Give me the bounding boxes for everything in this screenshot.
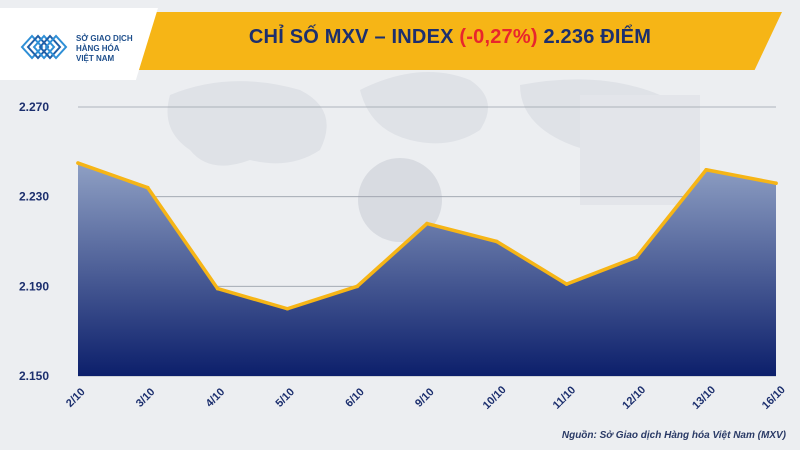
x-tick-label: 4/10 — [204, 386, 228, 410]
y-tick-label: 2.190 — [19, 279, 49, 293]
x-tick-label: 6/10 — [343, 386, 367, 410]
logo-line-1: SỞ GIAO DỊCH — [76, 34, 133, 43]
title-prefix: CHỈ SỐ MXV – INDEX — [248, 26, 460, 48]
x-tick-label: 9/10 — [413, 386, 437, 410]
data-point — [774, 181, 778, 186]
y-tick-label: 2.230 — [19, 190, 49, 204]
logo-line-3: VIỆT NAM — [76, 54, 115, 63]
logo-text: SỞ GIAO DỊCH HÀNG HÓA VIỆT NAM — [76, 34, 148, 64]
x-tick-label: 2/10 — [64, 386, 88, 410]
chart-title: CHỈ SỐ MXV – INDEX (-0,27%) 2.236 ĐIỂM — [160, 26, 740, 49]
mxv-logo-icon — [20, 34, 68, 60]
x-tick-label: 16/10 — [760, 384, 788, 412]
data-point — [146, 185, 150, 190]
x-tick-label: 13/10 — [690, 384, 718, 412]
logo-line-2: HÀNG HÓA — [76, 44, 120, 53]
x-tick-label: 12/10 — [620, 384, 648, 412]
area-fill — [78, 163, 776, 376]
y-tick-label: 2.150 — [19, 369, 49, 383]
x-tick-label: 11/10 — [551, 384, 579, 412]
x-tick-label: 5/10 — [273, 386, 297, 410]
y-tick-label: 2.270 — [19, 100, 49, 114]
x-tick-label: 10/10 — [481, 384, 509, 412]
title-change: (-0,27%) — [459, 26, 538, 48]
data-point — [634, 255, 639, 259]
data-point — [285, 306, 290, 311]
title-suffix: 2.236 ĐIỂM — [537, 26, 652, 48]
data-point — [425, 221, 429, 226]
data-point — [76, 161, 80, 165]
data-point — [355, 284, 360, 289]
x-tick-label: 3/10 — [134, 386, 158, 410]
source-note: Nguồn: Sở Giao dịch Hàng hóa Việt Nam (M… — [561, 430, 786, 441]
logo-panel: SỞ GIAO DỊCH HÀNG HÓA VIỆT NAM — [0, 8, 158, 80]
data-point — [215, 286, 220, 291]
data-point — [495, 239, 499, 244]
data-point — [564, 282, 569, 286]
data-point — [704, 167, 708, 172]
